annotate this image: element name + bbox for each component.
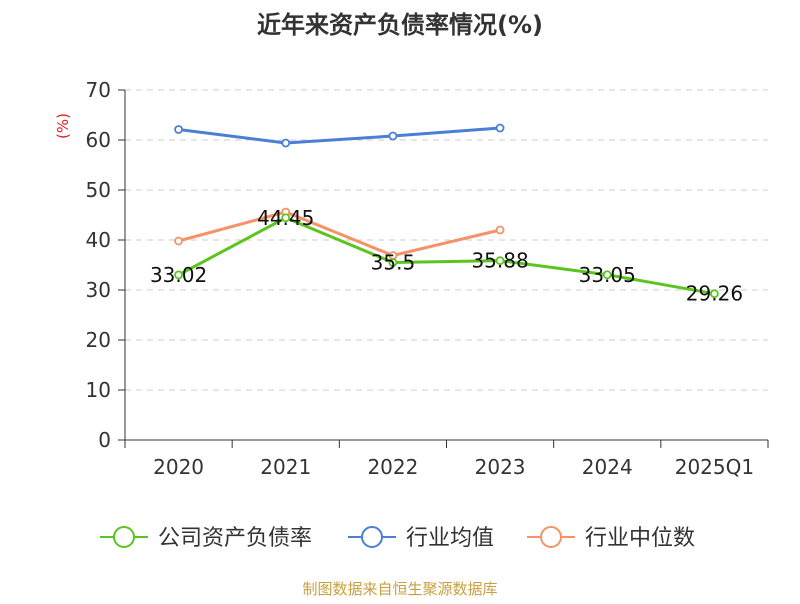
legend: 公司资产负债率 行业均值 行业中位数 — [100, 526, 695, 551]
x-tick-label: 2024 — [582, 455, 633, 479]
data-point — [388, 131, 398, 141]
data-point — [710, 289, 719, 299]
legend-label: 公司资产负债率 — [158, 526, 312, 551]
data-label: 33.05 — [579, 263, 636, 287]
data-point — [281, 138, 291, 148]
series-lines — [174, 123, 719, 299]
data-point — [495, 225, 505, 235]
data-point — [388, 258, 398, 267]
data-label: 33.02 — [150, 263, 207, 287]
y-tick-label: 40 — [86, 228, 111, 252]
data-label: 29.26 — [686, 282, 743, 306]
y-tick-label: 60 — [86, 128, 111, 152]
data-point — [495, 123, 505, 133]
legend-item[interactable]: 行业均值 — [348, 526, 494, 551]
legend-item[interactable]: 行业中位数 — [527, 526, 695, 551]
data-label: 35.88 — [471, 249, 528, 273]
y-tick-label: 10 — [86, 378, 111, 402]
legend-item[interactable]: 公司资产负债率 — [100, 526, 312, 551]
series-line — [177, 216, 716, 296]
y-axis-label: (%) — [54, 113, 72, 139]
series-line — [177, 126, 502, 145]
y-tick-label: 70 — [86, 78, 111, 102]
x-tick-label: 2021 — [260, 455, 311, 479]
grid-lines — [125, 89, 768, 391]
x-tick-label: 2023 — [475, 455, 526, 479]
data-label: 35.5 — [371, 251, 416, 275]
legend-swatch-marker — [540, 526, 562, 548]
chart-title: 近年来资产负债率情况(%) — [257, 11, 543, 39]
legend-swatch-marker — [361, 526, 383, 548]
series-line — [177, 210, 502, 257]
legend-swatch-marker — [113, 526, 135, 548]
axes: 0 10 20 30 40 50 60 70 2020 2021 2022 2023 2024 2025Q… — [86, 78, 769, 479]
legend-label: 行业中位数 — [585, 526, 695, 551]
y-tick-label: 30 — [86, 278, 111, 302]
data-point — [174, 125, 183, 134]
y-tick-label: 20 — [86, 328, 111, 352]
source-note: 制图数据来自恒生聚源数据库 — [302, 580, 497, 598]
data-labels: 33.02 44.45 35.5 35.88 33.05 29.26 — [150, 206, 743, 306]
data-point — [602, 270, 612, 280]
y-tick-label: 50 — [86, 178, 111, 202]
x-tick-label: 2022 — [367, 455, 418, 479]
data-label: 44.45 — [257, 206, 314, 230]
x-tick-label: 2025Q1 — [675, 455, 754, 479]
data-point — [174, 270, 183, 280]
y-tick-label: 0 — [98, 428, 111, 452]
legend-label: 行业均值 — [406, 526, 494, 551]
data-point — [495, 256, 505, 266]
data-point — [281, 213, 291, 223]
x-tick-label: 2020 — [153, 455, 204, 479]
data-point — [174, 236, 183, 246]
